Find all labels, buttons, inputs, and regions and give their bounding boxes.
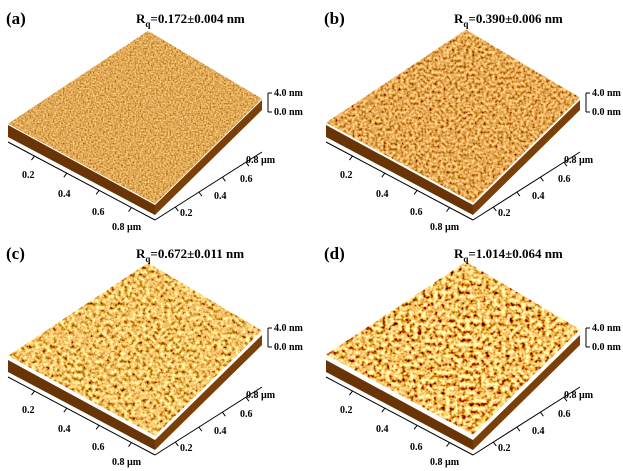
y-tick-label: 0.8 µm <box>246 155 276 166</box>
roughness: Rq=1.014±0.064 nm <box>454 246 563 264</box>
x-tick <box>382 173 385 177</box>
rq-value: =1.014±0.064 nm <box>468 246 563 261</box>
y-tick-label: 0.6 <box>240 409 253 420</box>
y-tick-label: 0.4 <box>214 191 227 202</box>
panel-label: (d) <box>324 244 345 263</box>
y-tick <box>493 207 496 211</box>
x-tick <box>31 156 34 160</box>
x-tick <box>128 208 131 212</box>
x-tick-label: 0.8 µm <box>112 222 142 233</box>
x-tick-label: 0.2 <box>22 405 35 416</box>
x-tick <box>96 190 99 194</box>
panel-label: (b) <box>324 9 345 28</box>
rq-value: =0.390±0.006 nm <box>468 11 563 26</box>
y-tick-label: 0.8 µm <box>564 155 594 166</box>
scale-label: 0.0 nm <box>274 342 304 353</box>
scale-label: 4.0 nm <box>592 88 622 99</box>
y-tick <box>517 192 520 196</box>
scale-label: 0.0 nm <box>592 342 622 353</box>
y-tick-label: 0.2 <box>498 443 511 454</box>
afm-surface <box>326 262 580 435</box>
afm-surface <box>8 263 262 436</box>
x-tick <box>64 173 67 177</box>
x-tick <box>128 443 131 447</box>
scale-label: 4.0 nm <box>274 323 304 334</box>
scale-label: 0.0 nm <box>274 107 304 118</box>
x-tick <box>446 443 449 447</box>
y-tick-label: 0.2 <box>180 443 193 454</box>
x-tick-label: 0.2 <box>340 170 353 181</box>
x-tick-label: 0.6 <box>92 207 105 218</box>
rq-value: =0.672±0.011 nm <box>150 246 244 261</box>
y-tick <box>199 427 202 431</box>
figure: (a) Rq=0.172±0.004 nm 4.0 nm 0.0 nm 0.2 0.4 0.… <box>0 0 623 471</box>
afm-panel: (a) Rq=0.172±0.004 nm 4.0 nm 0.0 nm 0.2 0.4 0.… <box>6 9 304 233</box>
scale-label: 4.0 nm <box>274 88 304 99</box>
y-tick <box>175 207 178 211</box>
x-tick-label: 0.4 <box>376 424 389 435</box>
x-tick <box>64 408 67 412</box>
y-tick <box>199 192 202 196</box>
y-tick-label: 0.4 <box>532 191 545 202</box>
roughness: Rq=0.390±0.006 nm <box>454 11 563 29</box>
y-tick <box>540 177 543 181</box>
scale-label: 0.0 nm <box>592 107 622 118</box>
y-tick-label: 0.4 <box>532 426 545 437</box>
afm-panel: (b) Rq=0.390±0.006 nm 4.0 nm 0.0 nm 0.2 0.4 0.… <box>324 9 622 233</box>
y-tick <box>493 442 496 446</box>
panel-label: (c) <box>6 244 25 263</box>
x-tick <box>414 190 417 194</box>
afm-surface <box>8 31 262 204</box>
rq-value: =0.172±0.004 nm <box>150 11 245 26</box>
x-tick <box>96 425 99 429</box>
x-tick <box>31 391 34 395</box>
y-tick <box>540 412 543 416</box>
x-tick-label: 0.4 <box>58 424 71 435</box>
x-tick-label: 0.4 <box>58 189 71 200</box>
y-tick <box>222 412 225 416</box>
x-tick <box>349 156 352 160</box>
y-tick <box>517 427 520 431</box>
y-tick-label: 0.6 <box>558 409 571 420</box>
x-tick-label: 0.2 <box>22 170 35 181</box>
y-tick <box>175 442 178 446</box>
panel-label: (a) <box>6 9 26 28</box>
scale-label: 4.0 nm <box>592 323 622 334</box>
x-tick <box>382 408 385 412</box>
x-tick <box>349 391 352 395</box>
x-tick-label: 0.2 <box>340 405 353 416</box>
x-tick-label: 0.8 µm <box>112 457 142 468</box>
y-tick <box>222 177 225 181</box>
y-tick-label: 0.6 <box>240 174 253 185</box>
x-tick-label: 0.8 µm <box>430 222 460 233</box>
x-tick <box>414 425 417 429</box>
x-tick-label: 0.6 <box>92 442 105 453</box>
roughness: Rq=0.172±0.004 nm <box>136 11 245 29</box>
y-tick-label: 0.2 <box>180 208 193 219</box>
y-tick-label: 0.8 µm <box>246 390 276 401</box>
roughness: Rq=0.672±0.011 nm <box>136 246 244 264</box>
x-tick-label: 0.6 <box>410 207 423 218</box>
x-tick-label: 0.8 µm <box>430 457 460 468</box>
afm-panel: (c) Rq=0.672±0.011 nm 4.0 nm 0.0 nm 0.2 0.4 0.… <box>6 244 304 468</box>
x-tick <box>446 208 449 212</box>
x-tick-label: 0.6 <box>410 442 423 453</box>
x-tick-label: 0.4 <box>376 189 389 200</box>
y-tick-label: 0.6 <box>558 174 571 185</box>
y-tick-label: 0.8 µm <box>564 390 594 401</box>
afm-panel: (d) Rq=1.014±0.064 nm 4.0 nm 0.0 nm 0.2 0.4 0.… <box>324 244 622 468</box>
y-tick-label: 0.2 <box>498 208 511 219</box>
y-tick-label: 0.4 <box>214 426 227 437</box>
